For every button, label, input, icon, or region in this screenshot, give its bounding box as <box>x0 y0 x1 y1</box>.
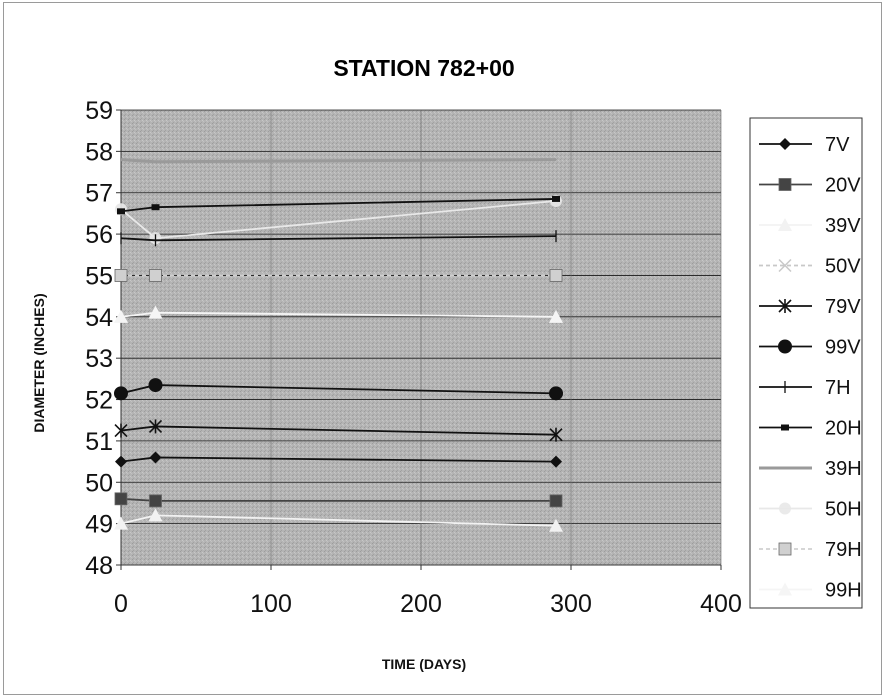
legend-item-39V: 39V <box>759 215 861 237</box>
legend-swatch-marker <box>778 542 792 556</box>
chart-frame: STATION 782+00 48 49 50 51 52 53 54 55 56 57 58 59 … <box>3 2 882 695</box>
legend-item-99H: 99H <box>759 580 862 602</box>
legend-swatch-marker <box>778 582 792 596</box>
data-point <box>552 195 560 202</box>
series-79H <box>114 269 563 282</box>
data-point <box>148 419 163 434</box>
legend-label: 20H <box>825 418 862 440</box>
x-tick-label: 200 <box>400 590 442 618</box>
legend-label: 7V <box>825 134 850 156</box>
legend-item-7H: 7H <box>759 377 851 399</box>
data-point <box>149 494 162 508</box>
legend-item-7V: 7V <box>759 134 850 156</box>
y-tick-label: 54 <box>85 304 113 332</box>
data-point <box>549 269 563 282</box>
y-tick-label: 53 <box>85 345 113 373</box>
data-point <box>148 305 163 319</box>
data-point <box>549 427 563 442</box>
legend-label: 39H <box>825 458 862 480</box>
legend-swatch-marker <box>779 502 791 515</box>
data-point <box>117 208 125 215</box>
series-20V <box>114 492 563 508</box>
y-tick-label: 50 <box>85 469 113 497</box>
y-tick-label: 56 <box>85 221 113 249</box>
y-tick-label: 48 <box>85 552 113 580</box>
legend-item-20H: 20H <box>759 418 862 440</box>
series-20H <box>117 195 560 215</box>
series-99V <box>114 378 563 401</box>
data-point <box>114 423 128 438</box>
data-point <box>549 494 563 508</box>
legend-item-50V: 50V <box>759 256 861 278</box>
series-line <box>120 158 557 164</box>
legend-label: 50V <box>825 256 861 278</box>
legend-label: 20V <box>825 175 861 197</box>
legend-box <box>749 117 863 609</box>
y-tick-label: 55 <box>85 262 113 290</box>
data-point <box>550 455 562 468</box>
x-tick-label: 400 <box>700 590 742 618</box>
legend-item-79V: 79V <box>759 296 861 318</box>
data-point <box>114 492 128 506</box>
data-point <box>148 508 163 522</box>
data-point <box>151 204 160 211</box>
legend-swatch-marker <box>779 138 791 150</box>
legend-label: 99V <box>825 337 861 359</box>
legend-swatch-marker <box>778 178 792 191</box>
x-tick-label: 0 <box>114 590 128 618</box>
y-tick-label: 49 <box>85 511 113 539</box>
x-axis-label: TIME (DAYS) <box>382 656 466 672</box>
legend-item-39H: 39H <box>759 458 862 480</box>
series-99H <box>114 305 563 323</box>
legend-label: 99H <box>825 580 862 602</box>
y-tick-label: 59 <box>85 97 113 125</box>
y-tick-label: 52 <box>85 387 113 415</box>
x-tick-label: 300 <box>550 590 592 618</box>
marker-stroke <box>778 258 792 273</box>
line-chart: STATION 782+00 484950515253545556575859 … <box>31 55 863 672</box>
data-point <box>149 451 162 464</box>
data-point <box>148 378 163 393</box>
data-point <box>549 309 563 323</box>
data-point <box>114 516 128 530</box>
data-point <box>114 386 128 401</box>
data-point <box>149 269 162 282</box>
series-39H <box>120 158 557 164</box>
series-39V <box>114 508 563 532</box>
legend-swatch-marker <box>778 299 792 313</box>
y-axis-label: DIAMETER (INCHES) <box>31 293 47 432</box>
legend-swatch-marker <box>778 339 792 354</box>
data-point <box>114 309 128 323</box>
legend-item-79H: 79H <box>759 539 862 561</box>
x-tick-label: 100 <box>250 590 292 618</box>
legend-item-50H: 50H <box>759 499 862 521</box>
legend-label: 39V <box>825 215 861 237</box>
data-point <box>549 386 563 401</box>
legend-label: 79V <box>825 296 861 318</box>
legend-label: 7H <box>825 377 851 399</box>
legend-label: 50H <box>825 499 862 521</box>
data-point <box>549 518 563 532</box>
legend-swatch-marker <box>781 424 789 431</box>
data-point <box>115 455 127 468</box>
series-7V <box>115 451 562 468</box>
y-tick-label: 58 <box>85 138 113 166</box>
series-7H <box>120 230 557 247</box>
legend-item-99V: 99V <box>759 337 861 359</box>
series-79V <box>114 419 563 442</box>
legend-label: 79H <box>825 539 862 561</box>
legend-swatch-marker <box>778 218 792 231</box>
legend-swatch-marker <box>778 258 792 273</box>
y-tick-label: 57 <box>85 180 113 208</box>
legend-item-20V: 20V <box>759 175 861 197</box>
data-point <box>114 269 128 282</box>
chart-title: STATION 782+00 <box>333 55 514 81</box>
y-tick-label: 51 <box>85 428 113 456</box>
